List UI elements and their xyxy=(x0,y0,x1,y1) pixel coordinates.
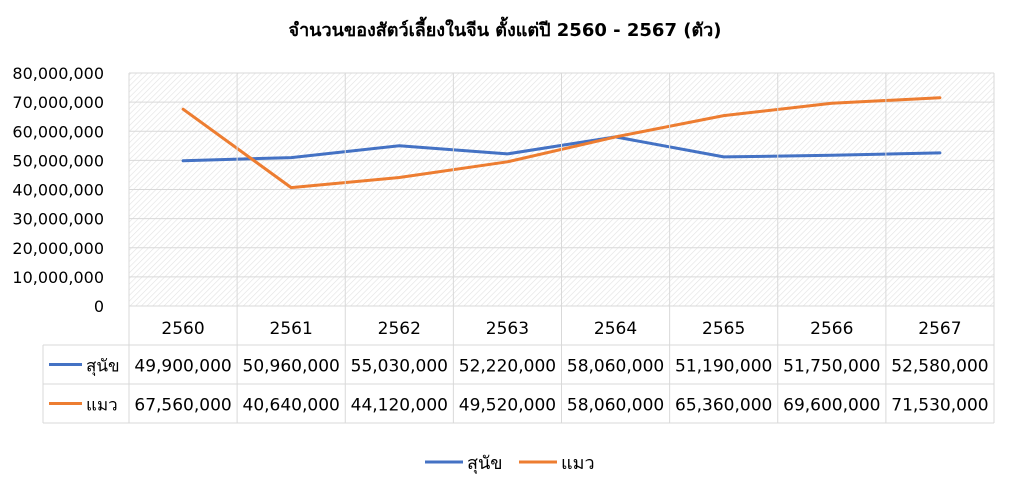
chart-title: จำนวนของสัตว์เลี้ยงในจีน ตั้งแต่ปี 2560 … xyxy=(289,16,722,41)
y-axis-tick-labels: 0 10,000,000 20,000,000 30,000,000 40,000,00… xyxy=(12,64,104,316)
data-label: 49,520,000 xyxy=(459,396,556,416)
data-label: 51,750,000 xyxy=(783,357,880,377)
data-label: 52,220,000 xyxy=(459,357,556,377)
data-table: 2560 2561 2562 2563 2564 2565 2566 2567 สุนัข 49,… xyxy=(42,73,995,424)
x-tick-label: 2565 xyxy=(702,319,745,339)
data-label: 40,640,000 xyxy=(243,396,340,416)
data-label: 49,900,000 xyxy=(134,357,231,377)
data-label: 58,060,000 xyxy=(567,357,664,377)
x-tick-label: 2562 xyxy=(378,319,421,339)
y-tick-label: 70,000,000 xyxy=(12,93,104,112)
y-tick-label: 10,000,000 xyxy=(12,268,104,287)
legend: สุนัข แมว xyxy=(425,453,595,474)
data-label: 71,530,000 xyxy=(891,396,988,416)
data-label: 69,600,000 xyxy=(783,396,880,416)
legend-label: แมว xyxy=(561,453,595,474)
data-label: 67,560,000 xyxy=(134,396,231,416)
legend-label: สุนัข xyxy=(467,453,503,474)
data-label: 50,960,000 xyxy=(243,357,340,377)
data-label: 44,120,000 xyxy=(351,396,448,416)
x-tick-label: 2566 xyxy=(810,319,853,339)
y-tick-label: 60,000,000 xyxy=(12,122,104,141)
data-label: 52,580,000 xyxy=(891,357,988,377)
x-tick-label: 2560 xyxy=(161,319,204,339)
y-tick-label: 40,000,000 xyxy=(12,181,104,200)
y-tick-label: 20,000,000 xyxy=(12,239,104,258)
table-series-name: สุนัข xyxy=(86,357,120,377)
x-tick-label: 2561 xyxy=(270,319,313,339)
y-tick-label: 0 xyxy=(94,297,104,316)
data-label: 65,360,000 xyxy=(675,396,772,416)
x-tick-label: 2563 xyxy=(486,319,529,339)
x-tick-label: 2564 xyxy=(594,319,637,339)
data-label: 55,030,000 xyxy=(351,357,448,377)
y-tick-label: 80,000,000 xyxy=(12,64,104,83)
data-label: 51,190,000 xyxy=(675,357,772,377)
x-tick-label: 2567 xyxy=(918,319,961,339)
table-series-name: แมว xyxy=(86,396,118,416)
y-tick-label: 30,000,000 xyxy=(12,210,104,229)
data-label: 58,060,000 xyxy=(567,396,664,416)
y-tick-label: 50,000,000 xyxy=(12,151,104,170)
